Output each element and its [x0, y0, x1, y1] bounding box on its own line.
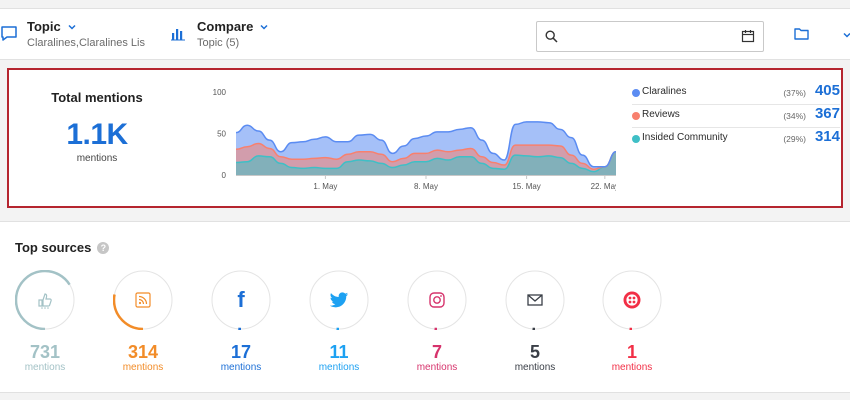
legend-item-insided-community[interactable]: Insided Community (29%) 314: [632, 128, 840, 151]
ring-progress: [505, 270, 565, 330]
source-count: 11: [329, 342, 349, 362]
legend-label: Reviews: [642, 109, 680, 120]
legend-percent: (29%): [783, 134, 806, 144]
twilio-icon: [602, 270, 662, 330]
top-sources-title-row: Top sources ?: [15, 240, 110, 255]
topic-subtitle: Claralines,Claralines Listen: [27, 37, 145, 49]
x-tick-label: 15. May: [512, 182, 540, 191]
legend-label: Claralines: [642, 86, 687, 97]
x-tick-label: 8. May: [414, 182, 438, 191]
source-count: 5: [529, 342, 540, 362]
y-tick-label: 50: [217, 130, 226, 139]
source-count: 314: [127, 342, 159, 362]
source-ring: [211, 270, 271, 330]
source-forum[interactable]: 731 mentions: [13, 270, 77, 390]
facebook-icon: f: [237, 287, 245, 312]
source-ring: [505, 270, 565, 330]
y-tick-label: 100: [213, 88, 227, 97]
legend-value: 405: [814, 82, 840, 99]
chevron-down-icon[interactable]: [842, 30, 850, 40]
search-input[interactable]: [563, 26, 733, 47]
source-email[interactable]: 5 mentions: [503, 270, 567, 390]
ring-progress: [15, 270, 75, 330]
legend-swatch: [632, 112, 640, 120]
total-mentions-panel: Total mentions 1.1K mentions 100 50 0 1. Ma…: [7, 68, 843, 208]
source-twilio[interactable]: 1 mentions: [600, 270, 664, 390]
legend-label: Insided Community: [642, 132, 728, 143]
source-label: mentions: [24, 362, 66, 373]
mentions-area-chart[interactable]: 100 50 0 1. May 8. May 15. May 22. May: [204, 84, 616, 196]
source-instagram[interactable]: 7 mentions: [405, 270, 469, 390]
legend-value: 314: [814, 128, 840, 145]
legend-percent: (34%): [783, 111, 806, 121]
compare-title: Compare: [197, 19, 254, 34]
source-label: mentions: [220, 362, 262, 373]
source-count: 731: [29, 342, 61, 362]
source-ring: [15, 270, 75, 330]
legend-swatch: [632, 89, 640, 97]
source-label: mentions: [611, 362, 653, 373]
ring-progress: [309, 270, 369, 330]
ring-progress: [113, 270, 173, 330]
source-rss[interactable]: 314 mentions: [111, 270, 175, 390]
source-label: mentions: [514, 362, 556, 373]
compare-subtitle: Topic (5): [197, 37, 240, 49]
instagram-icon: [407, 270, 467, 330]
series-area-insided-community[interactable]: [236, 151, 616, 175]
legend-value: 367: [814, 105, 840, 122]
topic-filter[interactable]: Topic Claralines,Claralines Listen: [27, 19, 145, 49]
source-count: 17: [230, 342, 252, 362]
top-sources-panel: Top sources ? 731 mentions 314 mentions …: [0, 221, 850, 393]
source-count: 1: [626, 342, 637, 362]
legend-percent: (37%): [783, 88, 806, 98]
y-tick-label: 0: [222, 171, 227, 180]
top-sources-title: Top sources: [15, 240, 92, 255]
email-icon: [505, 270, 565, 330]
compare-filter[interactable]: Compare Topic (5): [197, 19, 269, 49]
series-line-claralines: [235, 121, 616, 168]
source-twitter[interactable]: 11 mentions: [307, 270, 371, 390]
total-mentions-title: Total mentions: [51, 90, 143, 105]
legend-item-reviews[interactable]: Reviews (34%) 367: [632, 105, 840, 128]
source-ring: [113, 270, 173, 330]
chevron-down-icon[interactable]: [67, 22, 77, 32]
chart-legend: Claralines (37%) 405 Reviews (34%) 367 I…: [632, 82, 840, 151]
help-icon[interactable]: ?: [97, 241, 110, 254]
source-label: mentions: [318, 362, 360, 373]
ring-progress: [407, 270, 467, 330]
series-line-insided-community: [235, 151, 616, 173]
source-ring: [309, 270, 369, 330]
legend-item-claralines[interactable]: Claralines (37%) 405: [632, 82, 840, 105]
topic-title: Topic: [27, 19, 61, 34]
source-ring: [602, 270, 662, 330]
x-tick-label: 22. May: [591, 182, 616, 191]
forum-icon: [15, 270, 75, 330]
source-label: mentions: [122, 362, 164, 373]
total-mentions-unit: mentions: [76, 153, 118, 164]
chat-bubble-icon: [1, 26, 17, 41]
rss-icon: [113, 270, 173, 330]
folder-icon[interactable]: [794, 27, 809, 40]
search-icon: [545, 30, 558, 43]
date-search-field[interactable]: [536, 21, 764, 52]
ring-progress: [602, 270, 662, 330]
chevron-down-icon[interactable]: [259, 22, 269, 32]
twitter-icon: [309, 270, 369, 330]
source-count: 7: [431, 342, 442, 362]
source-ring: [407, 270, 467, 330]
source-label: mentions: [416, 362, 458, 373]
calendar-icon[interactable]: [741, 29, 755, 43]
ring-progress: [211, 270, 271, 330]
bar-chart-icon: [171, 29, 185, 41]
total-mentions-value: 1.1K: [66, 118, 128, 151]
legend-swatch: [632, 135, 640, 143]
x-tick-label: 1. May: [313, 182, 337, 191]
source-facebook[interactable]: f 17 mentions: [209, 270, 273, 390]
series-line-reviews: [235, 142, 616, 170]
filter-toolbar: Topic Claralines,Claralines Listen Compa…: [0, 8, 850, 60]
